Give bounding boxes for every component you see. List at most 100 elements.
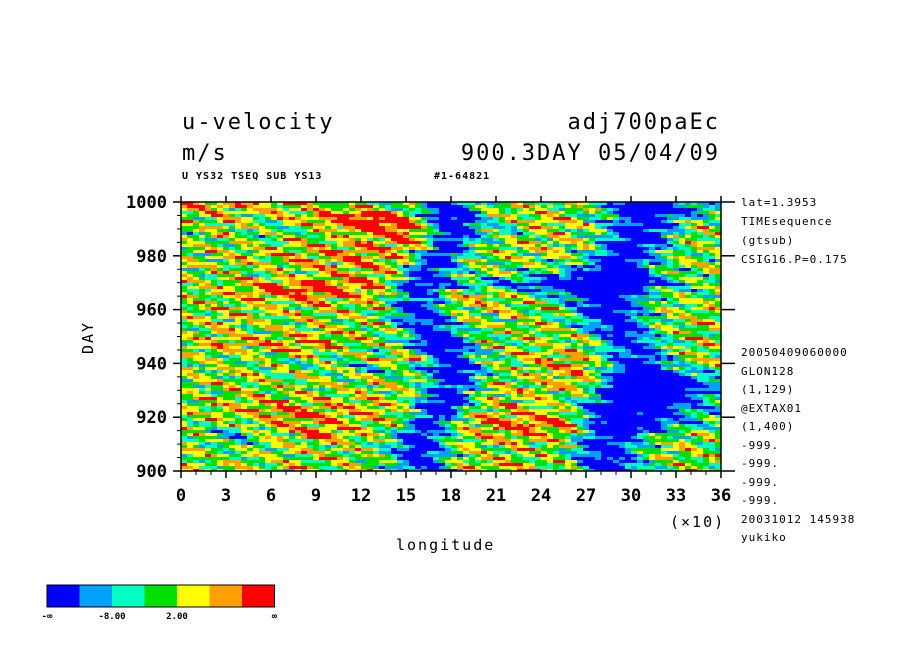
heatmap-cell	[331, 343, 337, 347]
heatmap-cell	[235, 418, 241, 422]
heatmap-cell	[601, 343, 607, 347]
heatmap-cell	[649, 292, 661, 296]
heatmap-cell	[577, 331, 583, 335]
heatmap-cell	[289, 322, 295, 326]
heatmap-cell	[277, 340, 283, 344]
heatmap-cell	[241, 370, 253, 374]
heatmap-cell	[385, 292, 391, 296]
heatmap-cell	[421, 268, 427, 272]
heatmap-cell	[415, 331, 451, 335]
heatmap-cell	[481, 361, 493, 365]
heatmap-cell	[271, 259, 283, 263]
heatmap-cell	[205, 448, 211, 452]
heatmap-cell	[349, 451, 355, 455]
heatmap-cell	[403, 232, 409, 236]
heatmap-cell	[505, 415, 517, 419]
heatmap-cell	[679, 295, 685, 299]
heatmap-cell	[475, 436, 481, 440]
heatmap-cell	[223, 421, 229, 425]
heatmap-cell	[427, 412, 457, 416]
heatmap-cell	[481, 391, 505, 395]
heatmap-cell	[541, 277, 547, 281]
heatmap-cell	[565, 214, 577, 218]
side-info-bottom: 20050409060000 GLON128 (1,129) @EXTAX01 …	[741, 347, 855, 551]
heatmap-cell	[505, 346, 517, 350]
heatmap-cell	[259, 337, 265, 341]
heatmap-cell	[601, 394, 685, 398]
heatmap-cell	[187, 421, 193, 425]
heatmap-cell	[253, 268, 265, 272]
heatmap-cell	[571, 274, 649, 278]
heatmap-cell	[601, 457, 607, 461]
heatmap-cell	[259, 325, 265, 329]
heatmap-cell	[523, 226, 529, 230]
heatmap-cell	[433, 301, 445, 305]
heatmap-cell	[391, 424, 397, 428]
heatmap-cell	[679, 313, 685, 317]
heatmap-cell	[181, 226, 199, 230]
heatmap-cell	[241, 220, 253, 224]
heatmap-cell	[283, 307, 289, 311]
heatmap-cell	[469, 412, 487, 416]
heatmap-cell	[199, 292, 205, 296]
heatmap-cell	[349, 445, 355, 449]
heatmap-cell	[349, 211, 361, 215]
heatmap-cell	[457, 445, 463, 449]
heatmap-cell	[637, 469, 655, 471]
heatmap-cell	[559, 235, 571, 239]
heatmap-cell	[289, 295, 307, 299]
heatmap-cell	[541, 247, 547, 251]
heatmap-cell	[703, 256, 715, 260]
heatmap-cell	[385, 466, 403, 470]
heatmap-cell	[313, 259, 319, 263]
heatmap-cell	[247, 262, 253, 266]
heatmap-cell	[685, 241, 691, 245]
heatmap-cell	[271, 277, 289, 281]
heatmap-cell	[523, 202, 535, 206]
heatmap-cell	[379, 451, 391, 455]
heatmap-cell	[259, 382, 271, 386]
heatmap-cell	[517, 382, 535, 386]
heatmap-cell	[643, 430, 649, 434]
heatmap-cell	[601, 265, 637, 269]
heatmap-cell	[667, 259, 673, 263]
heatmap-cell	[361, 388, 367, 392]
heatmap-cell	[343, 319, 349, 323]
heatmap-cell	[487, 469, 511, 471]
heatmap-cell	[685, 244, 691, 248]
heatmap-cell	[463, 340, 469, 344]
heatmap-cell	[529, 334, 535, 338]
heatmap-cell	[685, 304, 697, 308]
heatmap-cell	[409, 274, 433, 278]
heatmap-cell	[649, 229, 667, 233]
heatmap-cell	[715, 430, 721, 434]
heatmap-cell	[589, 223, 595, 227]
heatmap-cell	[487, 412, 493, 416]
heatmap-cell	[217, 217, 223, 221]
heatmap-cell	[253, 322, 271, 326]
heatmap-cell	[517, 322, 523, 326]
heatmap-cell	[271, 202, 277, 206]
heatmap-cell	[409, 232, 427, 236]
heatmap-cell	[703, 346, 709, 350]
heatmap-cell	[433, 370, 439, 374]
heatmap-cell	[211, 454, 217, 458]
heatmap-cell	[565, 346, 571, 350]
heatmap-cell	[685, 367, 691, 371]
heatmap-cell	[223, 358, 229, 362]
heatmap-cell	[649, 358, 655, 362]
heatmap-cell	[385, 370, 391, 374]
heatmap-cell	[499, 316, 511, 320]
heatmap-cell	[319, 466, 337, 470]
heatmap-cell	[373, 244, 379, 248]
heatmap-cell	[685, 349, 691, 353]
heatmap-cell	[337, 226, 343, 230]
heatmap-cell	[373, 376, 379, 380]
heatmap-cell	[367, 316, 379, 320]
heatmap-cell	[265, 232, 277, 236]
heatmap-cell	[241, 439, 247, 443]
heatmap-cell	[397, 307, 403, 311]
heatmap-cell	[529, 268, 535, 272]
heatmap-cell	[481, 436, 493, 440]
heatmap-cell	[697, 274, 703, 278]
